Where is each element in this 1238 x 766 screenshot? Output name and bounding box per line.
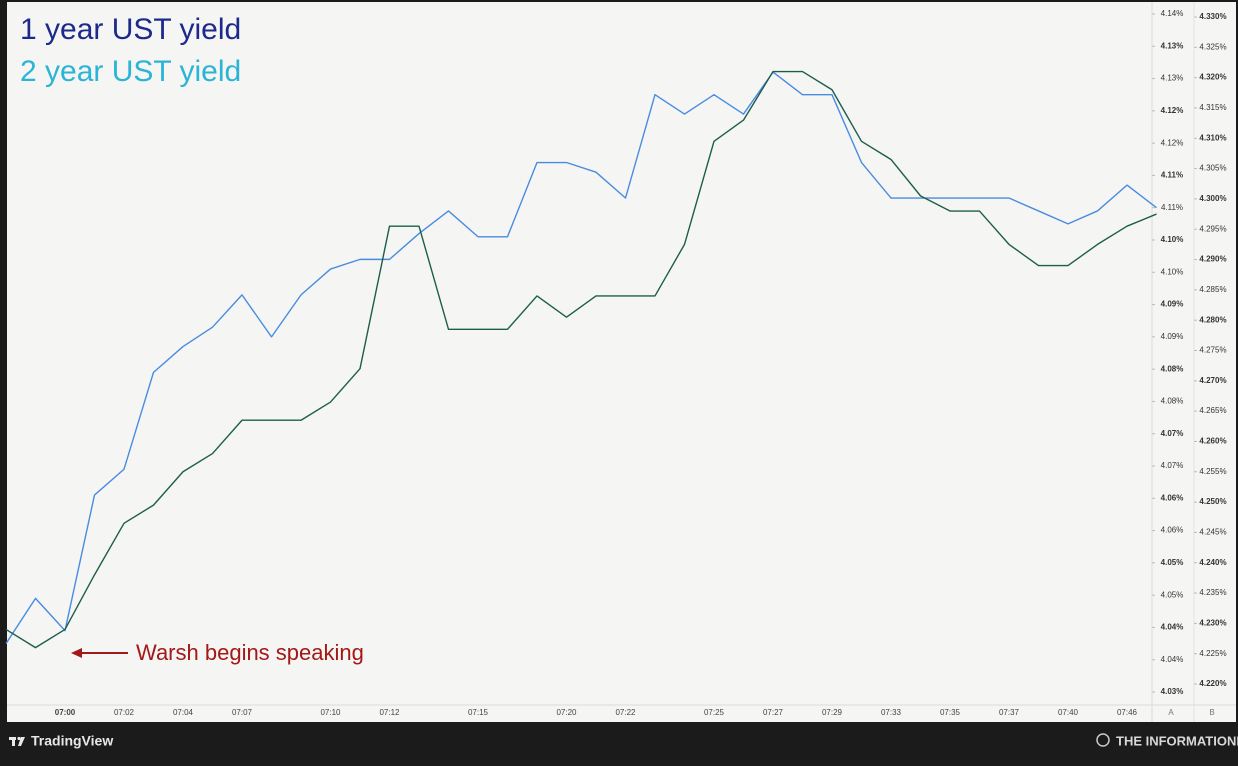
y-tick-label: 4.12% bbox=[1161, 138, 1184, 147]
x-tick-label: 07:35 bbox=[940, 708, 961, 717]
x-tick-label: 07:12 bbox=[379, 708, 400, 717]
y2-tick-label: 4.235% bbox=[1199, 588, 1226, 597]
x-tick-label: 07:40 bbox=[1058, 708, 1079, 717]
x-tick-label: 07:07 bbox=[232, 708, 253, 717]
x-tick-label: 07:00 bbox=[55, 708, 76, 717]
y-tick-label: 4.11% bbox=[1161, 171, 1183, 180]
y2-tick-label: 4.240% bbox=[1199, 558, 1226, 567]
legend-entry: 2 year UST yield bbox=[20, 55, 241, 88]
y2-tick-label: 4.245% bbox=[1199, 528, 1226, 537]
y-tick-label: 4.06% bbox=[1161, 526, 1184, 535]
y2-tick-label: 4.320% bbox=[1199, 73, 1226, 82]
y2-tick-label: 4.295% bbox=[1199, 224, 1226, 233]
y-tick-label: 4.10% bbox=[1161, 267, 1184, 276]
x-tick-label: 07:22 bbox=[615, 708, 636, 717]
y-tick-label: 4.04% bbox=[1161, 623, 1184, 632]
x-tick-label: 07:04 bbox=[173, 708, 194, 717]
x-tick-label: 07:46 bbox=[1117, 708, 1138, 717]
y-tick-label: 4.07% bbox=[1161, 461, 1184, 470]
tradingview-logo bbox=[9, 736, 25, 746]
x-tick-label: 07:20 bbox=[556, 708, 577, 717]
y-tick-label: 4.08% bbox=[1161, 397, 1184, 406]
axis-name: B bbox=[1209, 708, 1214, 717]
x-tick-label: 07:29 bbox=[822, 708, 843, 717]
y2-tick-label: 4.310% bbox=[1199, 133, 1226, 142]
y2-tick-label: 4.325% bbox=[1199, 42, 1226, 51]
x-tick-label: 07:27 bbox=[763, 708, 784, 717]
y-tick-label: 4.13% bbox=[1161, 41, 1184, 50]
y2-tick-label: 4.265% bbox=[1199, 406, 1226, 415]
x-tick-label: 07:15 bbox=[468, 708, 489, 717]
y2-tick-label: 4.280% bbox=[1199, 315, 1226, 324]
y2-tick-label: 4.230% bbox=[1199, 618, 1226, 627]
annotation: Warsh begins speaking bbox=[71, 640, 364, 665]
y2-tick-label: 4.305% bbox=[1199, 164, 1226, 173]
footer-brand: TradingView bbox=[31, 733, 113, 749]
y-tick-label: 4.11% bbox=[1161, 203, 1183, 212]
y2-tick-label: 4.260% bbox=[1199, 437, 1226, 446]
y2-tick-label: 4.220% bbox=[1199, 679, 1226, 688]
y-tick-label: 4.05% bbox=[1161, 558, 1184, 567]
footer-brand: THE INFORMATIONIST bbox=[1116, 733, 1238, 748]
y-tick-label: 4.07% bbox=[1161, 429, 1184, 438]
y-tick-label: 4.03% bbox=[1161, 687, 1184, 696]
chart-panel bbox=[7, 2, 1236, 722]
y-tick-label: 4.05% bbox=[1161, 590, 1184, 599]
y-tick-label: 4.14% bbox=[1161, 9, 1184, 18]
footer-bar bbox=[0, 722, 1238, 761]
annotation-text: Warsh begins speaking bbox=[136, 640, 364, 665]
x-tick-label: 07:10 bbox=[320, 708, 341, 717]
y2-tick-label: 4.290% bbox=[1199, 255, 1226, 264]
y-tick-label: 4.09% bbox=[1161, 300, 1184, 309]
y-tick-label: 4.13% bbox=[1161, 74, 1184, 83]
y2-tick-label: 4.255% bbox=[1199, 467, 1226, 476]
y-tick-label: 4.04% bbox=[1161, 655, 1184, 664]
series-line bbox=[5, 70, 1157, 649]
x-tick-label: 07:25 bbox=[704, 708, 725, 717]
y-tick-label: 4.08% bbox=[1161, 364, 1184, 373]
footer: TradingView THE INFORMATIONIST bbox=[0, 722, 1238, 761]
y2-tick-label: 4.225% bbox=[1199, 649, 1226, 658]
y2-tick-label: 4.315% bbox=[1199, 103, 1226, 112]
y2-tick-label: 4.275% bbox=[1199, 346, 1226, 355]
annotation-arrowhead bbox=[71, 648, 82, 658]
axis-name: A bbox=[1168, 708, 1174, 717]
y2-tick-label: 4.250% bbox=[1199, 497, 1226, 506]
bulb-icon bbox=[1096, 733, 1110, 747]
y-tick-label: 4.12% bbox=[1161, 106, 1184, 115]
legend-entry: 1 year UST yield bbox=[20, 13, 241, 46]
y-tick-label: 4.10% bbox=[1161, 235, 1184, 244]
series-line bbox=[5, 71, 1157, 644]
y-tick-label: 4.06% bbox=[1161, 493, 1184, 502]
legend: 1 year UST yield 2 year UST yield bbox=[20, 13, 241, 88]
x-tick-label: 07:02 bbox=[114, 708, 135, 717]
y2-tick-label: 4.330% bbox=[1199, 12, 1226, 21]
x-tick-label: 07:37 bbox=[999, 708, 1020, 717]
x-tick-label: 07:33 bbox=[881, 708, 902, 717]
y2-tick-label: 4.300% bbox=[1199, 194, 1226, 203]
y2-tick-label: 4.285% bbox=[1199, 285, 1226, 294]
logo-shape bbox=[17, 736, 21, 741]
logo-shape bbox=[12, 737, 15, 746]
y-tick-label: 4.09% bbox=[1161, 332, 1184, 341]
y2-tick-label: 4.270% bbox=[1199, 376, 1226, 385]
logo-shape bbox=[18, 737, 25, 746]
